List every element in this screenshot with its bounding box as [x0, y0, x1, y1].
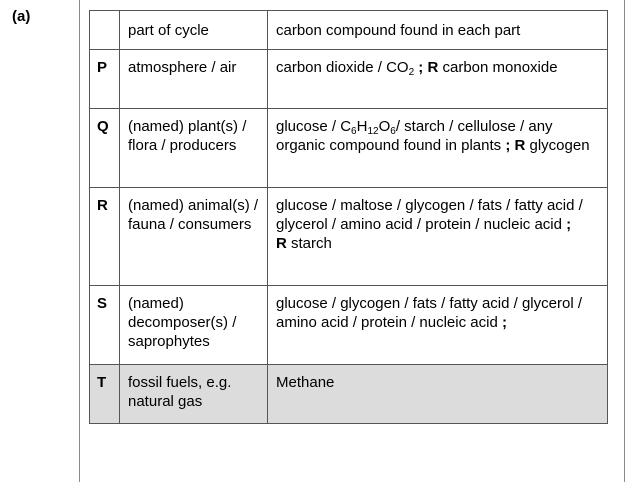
table-row-s: S (named) decomposer(s) / saprophytes gl…	[89, 285, 608, 365]
compound-cell: carbon dioxide / CO2 ; R carbon monoxide	[267, 49, 608, 109]
compound-cell: glucose / maltose / glycogen / fats / fa…	[267, 187, 608, 286]
reject-marker: R	[514, 137, 526, 154]
question-part-label: (a)	[12, 8, 31, 25]
mark-scheme-table: part of cycle carbon compound found in e…	[89, 10, 608, 424]
part-of-cycle-cell: (named) plant(s) / flora / producers	[119, 108, 268, 188]
compound-cell: Methane	[267, 364, 608, 424]
compound-cell: glucose / glycogen / fats / fatty acid /…	[267, 285, 608, 365]
part-of-cycle-cell: (named) animal(s) / fauna / consumers	[119, 187, 268, 286]
part-of-cycle-cell: fossil fuels, e.g. natural gas	[119, 364, 268, 424]
row-letter: S	[89, 285, 120, 365]
header-carbon-compound: carbon compound found in each part	[267, 10, 608, 50]
row-letter: T	[89, 364, 120, 424]
part-of-cycle-cell: (named) decomposer(s) / saprophytes	[119, 285, 268, 365]
table-header-row: part of cycle carbon compound found in e…	[89, 10, 608, 50]
margin-line-left	[79, 0, 80, 482]
table-row-t: T fossil fuels, e.g. natural gas Methane	[89, 364, 608, 424]
reject-marker: R	[427, 59, 439, 76]
row-letter: R	[89, 187, 120, 286]
header-part-of-cycle: part of cycle	[119, 10, 268, 50]
part-of-cycle-cell: atmosphere / air	[119, 49, 268, 109]
margin-line-right	[624, 0, 625, 482]
reject-marker: R	[276, 235, 287, 252]
row-letter: Q	[89, 108, 120, 188]
row-letter: P	[89, 49, 120, 109]
table-row-r: R (named) animal(s) / fauna / consumers …	[89, 187, 608, 286]
table-row-q: Q (named) plant(s) / flora / producers g…	[89, 108, 608, 188]
table-row-p: P atmosphere / air carbon dioxide / CO2 …	[89, 49, 608, 109]
compound-cell: glucose / C6H12O6/ starch / cellulose / …	[267, 108, 608, 188]
header-letter-cell	[89, 10, 120, 50]
